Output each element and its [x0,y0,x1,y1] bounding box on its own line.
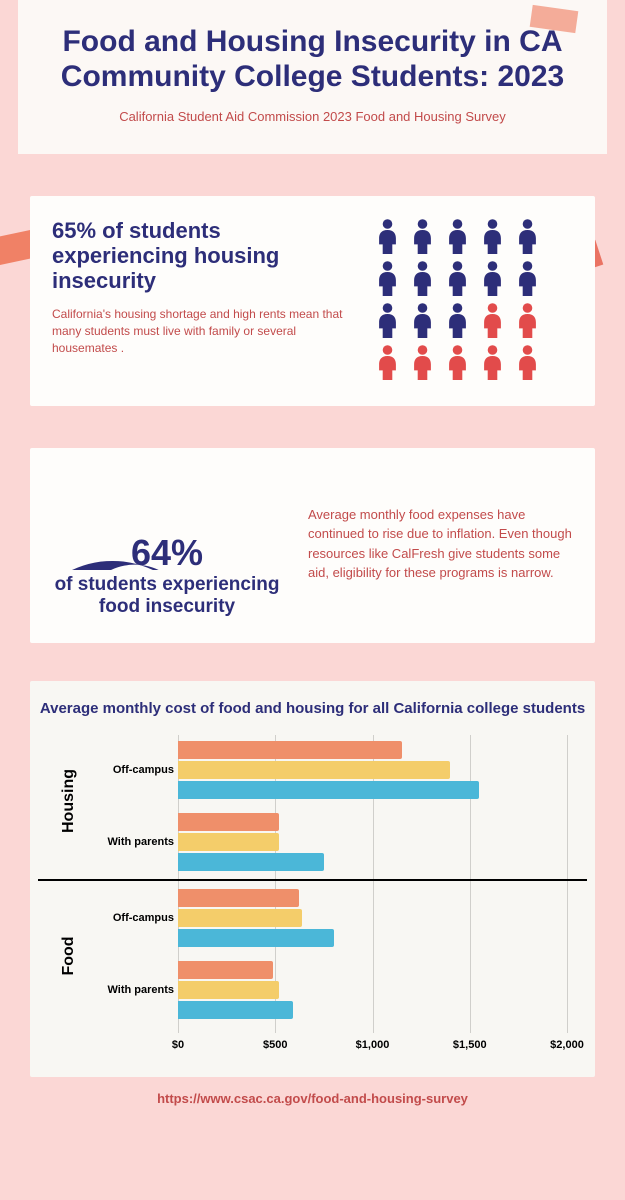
x-tick-label: $2,000 [550,1039,584,1051]
bar [178,909,302,927]
person-icon [513,302,542,338]
bar [178,813,279,831]
cost-chart-panel: Average monthly cost of food and housing… [30,681,595,1077]
category-label: With parents [98,984,174,996]
x-tick-label: $0 [172,1039,184,1051]
food-insecurity-panel: 64% of students experiencing food insecu… [30,448,595,644]
category-label: Off-campus [98,912,174,924]
category-label: With parents [98,836,174,848]
person-icon [373,344,402,380]
subtitle: California Student Aid Commission 2023 F… [38,109,587,124]
food-stat-percent: 64% [67,532,267,574]
section-label: Housing [60,783,78,833]
bar [178,1001,293,1019]
bar [178,981,279,999]
food-stat-heading: of students experiencing food insecurity [52,574,282,618]
people-pictogram [373,218,573,380]
bar [178,889,299,907]
person-icon [373,302,402,338]
food-stat-desc: Average monthly food expenses have conti… [308,505,573,583]
x-tick-label: $1,500 [453,1039,487,1051]
person-icon [478,260,507,296]
page-title: Food and Housing Insecurity in CA Commun… [38,24,587,95]
category-label: Off-campus [98,764,174,776]
person-icon [408,218,437,254]
gauge-chart: 64% [67,470,267,570]
person-icon [443,218,472,254]
x-axis: $0$500$1,000$1,500$2,000 [98,1039,567,1059]
person-icon [513,260,542,296]
chart-title: Average monthly cost of food and housing… [38,699,587,719]
person-icon [443,260,472,296]
housing-stat-desc: California's housing shortage and high r… [52,306,359,358]
person-icon [443,344,472,380]
person-icon [408,302,437,338]
bar-chart: Off-campusWith parentsHousingOff-campusW… [98,735,567,1033]
bar [178,853,324,871]
person-icon [408,344,437,380]
bar [178,781,479,799]
person-icon [373,218,402,254]
person-icon [478,302,507,338]
housing-insecurity-panel: 65% of students experiencing housing ins… [30,196,595,406]
person-icon [443,302,472,338]
bar [178,741,402,759]
person-icon [513,344,542,380]
person-icon [373,260,402,296]
x-tick-label: $500 [263,1039,287,1051]
person-icon [478,344,507,380]
bar [178,761,450,779]
source-url: https://www.csac.ca.gov/food-and-housing… [0,1091,625,1106]
person-icon [408,260,437,296]
housing-stat-heading: 65% of students experiencing housing ins… [52,218,359,294]
person-icon [513,218,542,254]
bar [178,929,334,947]
bar [178,833,279,851]
person-icon [478,218,507,254]
header-panel: Food and Housing Insecurity in CA Commun… [18,0,607,154]
x-tick-label: $1,000 [356,1039,390,1051]
section-label: Food [60,931,78,981]
bar [178,961,273,979]
